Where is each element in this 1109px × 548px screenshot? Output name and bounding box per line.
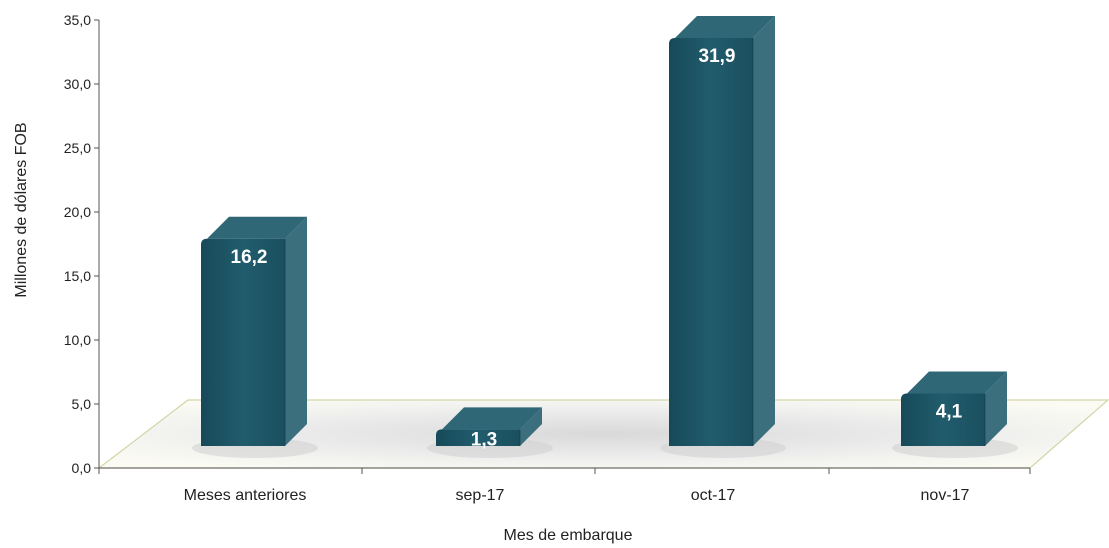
x-tick-label: oct-17	[691, 487, 736, 504]
y-tick-label: 15,0	[64, 268, 91, 284]
y-tick-label: 35,0	[64, 12, 91, 28]
bar-data-label: 1,3	[471, 429, 497, 450]
bar-top-face	[675, 16, 775, 38]
chart-bars	[192, 16, 1018, 458]
y-tick-label: 25,0	[64, 140, 91, 156]
bar-side-face	[285, 216, 307, 446]
y-tick-label: 0,0	[72, 460, 92, 476]
bar-front-face	[669, 38, 753, 446]
x-axis-title: Mes de embarque	[504, 527, 633, 544]
chart-axes: 0,0 5,0 10,0 15,0 20,0 25,0 30,0 35,0 Meses ante…	[64, 12, 1031, 504]
bar	[427, 407, 553, 458]
bar	[660, 16, 786, 458]
bar-side-face	[985, 371, 1007, 446]
y-tick-label: 10,0	[64, 332, 91, 348]
x-tick-label: Meses anteriores	[184, 487, 307, 504]
bar	[892, 371, 1018, 458]
bar-front-face	[436, 429, 520, 446]
y-axis-title: Millones de dólares FOB	[13, 122, 30, 297]
y-tick-label: 30,0	[64, 76, 91, 92]
bar-side-face	[753, 16, 775, 446]
bar-front-face	[901, 393, 985, 446]
bar-data-label: 31,9	[699, 46, 736, 67]
x-tick-label: nov-17	[921, 487, 970, 504]
x-tick-label: sep-17	[456, 487, 505, 504]
bar-data-label: 16,2	[231, 247, 268, 268]
bar	[192, 216, 318, 458]
bar-data-label: 4,1	[936, 402, 963, 423]
chart-labels: 16,2 1,3 31,9 4,1	[231, 46, 963, 450]
bar-top-face	[207, 216, 307, 239]
y-tick-label: 5,0	[72, 396, 92, 412]
bar-front-face	[201, 238, 285, 446]
bar-top-face	[907, 371, 1007, 394]
y-tick-label: 20,0	[64, 204, 91, 220]
bar-top-face	[442, 407, 542, 430]
bar-side-face	[520, 407, 542, 446]
